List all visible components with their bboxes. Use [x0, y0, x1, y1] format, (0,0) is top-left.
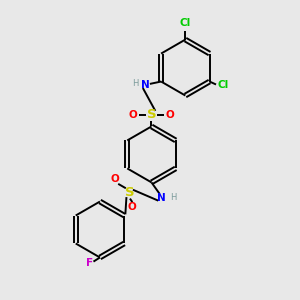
Text: F: F	[86, 258, 93, 268]
Text: N: N	[141, 80, 150, 90]
Text: O: O	[110, 174, 119, 184]
Text: Cl: Cl	[180, 18, 191, 28]
Text: H: H	[170, 193, 176, 202]
Text: O: O	[128, 202, 137, 212]
Text: N: N	[158, 193, 166, 203]
Text: S: S	[124, 186, 134, 199]
Text: S: S	[147, 108, 156, 121]
Text: O: O	[129, 110, 138, 120]
Text: H: H	[132, 79, 138, 88]
Text: Cl: Cl	[218, 80, 229, 90]
Text: O: O	[165, 110, 174, 120]
